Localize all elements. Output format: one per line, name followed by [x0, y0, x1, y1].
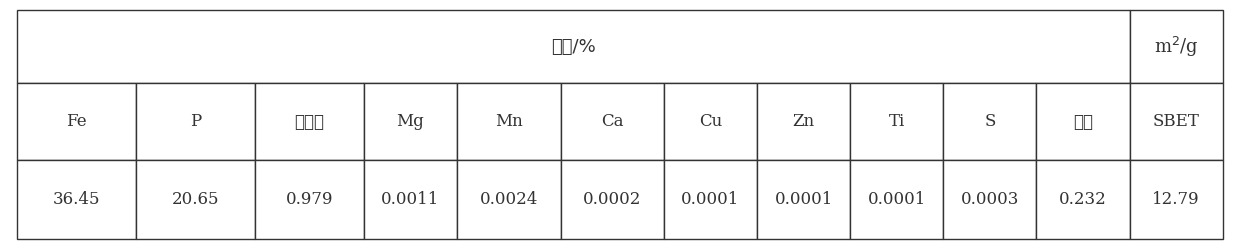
Text: SBET: SBET	[1153, 113, 1199, 130]
Text: 0.0001: 0.0001	[868, 191, 926, 208]
Bar	[944, 83, 1037, 160]
Bar	[1130, 160, 1223, 239]
Bar	[1130, 10, 1223, 83]
Text: 0.0024: 0.0024	[480, 191, 538, 208]
Text: 0.0001: 0.0001	[775, 191, 833, 208]
Bar	[560, 160, 663, 239]
Bar	[365, 160, 458, 239]
Bar	[17, 10, 1130, 83]
Text: Zn: Zn	[792, 113, 815, 130]
Text: Mn: Mn	[495, 113, 522, 130]
Bar	[136, 160, 255, 239]
Text: Ca: Ca	[601, 113, 624, 130]
Bar	[365, 83, 458, 160]
Text: 0.232: 0.232	[1059, 191, 1107, 208]
Text: Fe: Fe	[67, 113, 87, 130]
Text: 0.0011: 0.0011	[382, 191, 440, 208]
Text: m$^2$/g: m$^2$/g	[1153, 35, 1198, 59]
Bar	[1037, 83, 1130, 160]
Text: Ti: Ti	[889, 113, 905, 130]
Text: 0.0002: 0.0002	[583, 191, 641, 208]
Text: 0.0003: 0.0003	[961, 191, 1019, 208]
Bar	[458, 160, 560, 239]
Bar	[851, 83, 944, 160]
Bar	[17, 160, 136, 239]
Text: 0.0001: 0.0001	[681, 191, 740, 208]
Text: S: S	[985, 113, 996, 130]
Bar	[17, 83, 136, 160]
Bar	[663, 83, 758, 160]
Bar	[458, 83, 560, 160]
Bar	[255, 83, 365, 160]
Text: 20.65: 20.65	[172, 191, 219, 208]
Text: 单位/%: 单位/%	[551, 38, 595, 56]
Text: P: P	[190, 113, 201, 130]
Bar	[758, 83, 851, 160]
Bar	[1130, 83, 1223, 160]
Bar	[255, 160, 365, 239]
Text: 总水: 总水	[1073, 113, 1092, 131]
Text: Mg: Mg	[397, 113, 424, 130]
Bar	[1037, 160, 1130, 239]
Text: 0.979: 0.979	[286, 191, 334, 208]
Bar	[758, 160, 851, 239]
Bar	[851, 160, 944, 239]
Text: 铁磷比: 铁磷比	[295, 113, 325, 131]
Bar	[136, 83, 255, 160]
Bar	[560, 83, 663, 160]
Bar	[663, 160, 758, 239]
Text: Cu: Cu	[699, 113, 722, 130]
Text: 12.79: 12.79	[1152, 191, 1200, 208]
Bar	[944, 160, 1037, 239]
Text: 36.45: 36.45	[53, 191, 100, 208]
